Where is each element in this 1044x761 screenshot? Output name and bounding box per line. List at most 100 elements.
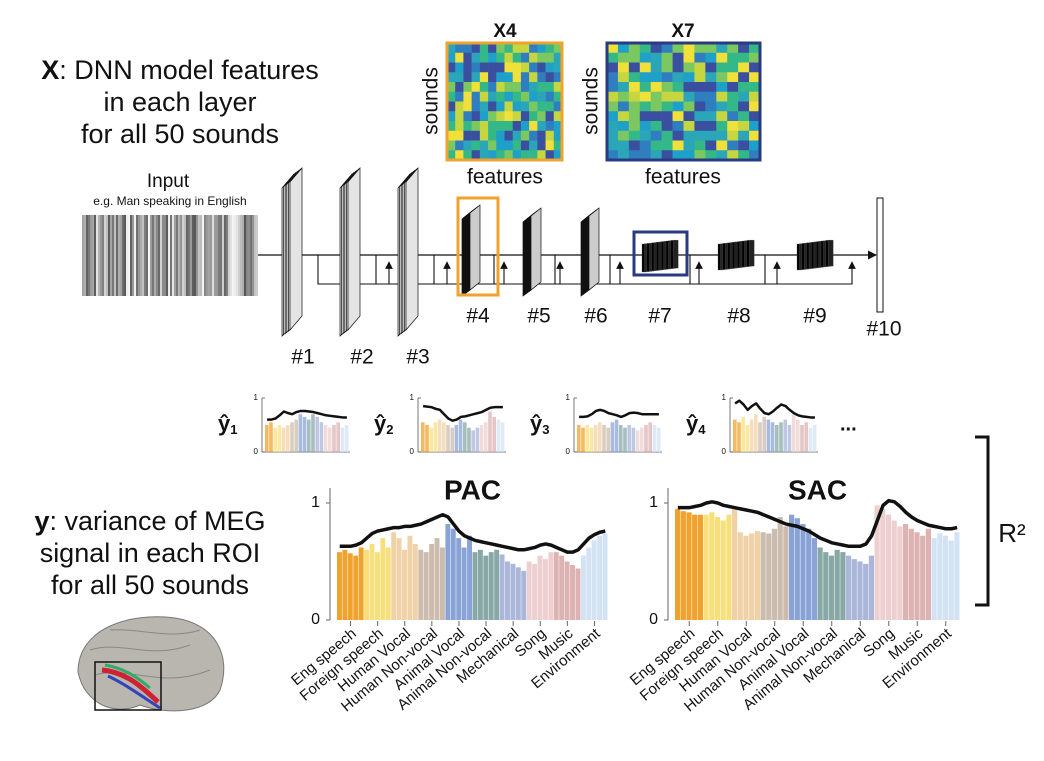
heatmap-cell xyxy=(749,130,761,141)
subscript: 4 xyxy=(698,422,706,437)
heatmap-cell xyxy=(447,52,456,63)
heatmap-cell xyxy=(463,91,472,102)
heatmap-cell xyxy=(545,101,555,112)
spectrogram-stripe xyxy=(188,215,190,296)
heatmap-cell xyxy=(738,130,750,141)
heatmap-cell xyxy=(705,43,717,54)
heatmap-cell xyxy=(463,62,472,73)
heatmap-cell xyxy=(607,140,619,151)
bar xyxy=(484,422,488,452)
bar xyxy=(623,427,627,452)
heatmap-cell xyxy=(504,52,514,63)
spectrogram-stripe xyxy=(202,215,204,296)
y-tick-label: 0 xyxy=(722,447,727,456)
heatmap-cell xyxy=(447,140,456,151)
spectrogram-stripe xyxy=(232,215,234,296)
bar xyxy=(542,559,548,620)
layer-slab xyxy=(673,239,679,269)
heatmap-cell xyxy=(749,72,761,83)
spectrogram-stripe xyxy=(180,215,182,296)
highlight-box xyxy=(632,230,689,277)
spectrogram-stripe xyxy=(98,215,100,296)
spectrogram-stripe xyxy=(168,215,170,296)
heatmap-cell xyxy=(683,130,695,141)
heatmap-cell xyxy=(504,150,514,161)
heatmap-cell xyxy=(705,150,717,161)
bar xyxy=(656,427,661,452)
spectrogram-stripe xyxy=(102,215,104,296)
heatmap-cell xyxy=(463,52,472,63)
symbol: X xyxy=(41,55,59,85)
spectrogram-stripe xyxy=(242,215,244,296)
bar xyxy=(766,419,771,452)
layer-label: #5 xyxy=(527,305,550,328)
heatmap-cell xyxy=(628,121,641,132)
heatmap-cell xyxy=(727,72,739,83)
spectrogram-stripe xyxy=(136,215,138,296)
heatmap-cell xyxy=(749,111,761,122)
bar xyxy=(737,532,743,620)
meg-text: for all 50 sounds xyxy=(51,570,249,600)
heatmap-cell xyxy=(520,140,530,151)
prediction-curve xyxy=(734,399,815,419)
spectrogram-stripe xyxy=(236,215,238,296)
heatmap-cell xyxy=(455,121,464,132)
heatmap-cell xyxy=(529,140,538,151)
bar xyxy=(598,422,602,452)
heatmap-cell xyxy=(683,82,695,93)
meg-text: y: variance of MEG xyxy=(34,506,265,536)
spectrogram-stripe xyxy=(126,215,128,296)
spectrogram-stripe xyxy=(142,215,144,296)
heatmap-cell xyxy=(617,91,630,102)
bar xyxy=(570,565,575,620)
skip-arrow xyxy=(764,255,856,285)
heatmap-cell xyxy=(617,52,630,63)
heatmap-cell xyxy=(617,140,630,151)
bar xyxy=(745,425,750,452)
bar xyxy=(720,520,726,620)
heatmap-cell xyxy=(488,43,497,54)
spectrogram-stripe xyxy=(92,215,94,296)
heatmap-cell xyxy=(520,72,530,83)
heatmap-cell xyxy=(520,52,530,63)
dnn-text: X: DNN model features xyxy=(41,55,319,85)
heatmap-cell xyxy=(694,121,706,132)
bar xyxy=(458,419,463,452)
heatmap-cell xyxy=(672,43,684,54)
heatmap-cell xyxy=(650,121,662,132)
heatmap-cell xyxy=(705,111,717,122)
heatmap-cell xyxy=(727,101,739,112)
heatmap-cell xyxy=(537,101,546,112)
spectrogram-stripe xyxy=(154,215,156,296)
heatmap-cell xyxy=(650,140,662,151)
heatmap-border xyxy=(605,41,762,162)
heatmap-cell xyxy=(455,130,464,141)
heatmap-cell xyxy=(661,111,673,122)
bar xyxy=(463,422,467,452)
bar xyxy=(794,518,800,620)
map-ylabel: sounds xyxy=(580,67,603,135)
heatmap-cell xyxy=(447,111,456,122)
spectrogram-stripe xyxy=(94,215,96,296)
spectrogram-stripe xyxy=(192,215,194,296)
brain-shape xyxy=(77,616,225,712)
spectrogram-stripe xyxy=(90,215,92,296)
bar xyxy=(834,549,840,620)
heatmap-cell xyxy=(661,82,673,93)
spectrogram-stripe xyxy=(246,215,248,296)
bar xyxy=(779,422,783,452)
bar xyxy=(868,555,874,620)
heatmap-cell xyxy=(617,62,630,73)
roi-box xyxy=(94,661,162,711)
bar xyxy=(385,547,391,620)
heatmap-cell xyxy=(727,91,739,102)
heatmap-cell xyxy=(479,52,489,63)
spectrogram-stripe xyxy=(184,215,186,296)
spectrogram-stripe xyxy=(226,215,228,296)
heatmap-cell xyxy=(479,101,489,112)
bar xyxy=(937,533,943,620)
heatmap-cell xyxy=(749,91,761,102)
heatmap-cell xyxy=(694,52,706,63)
heatmap-cell xyxy=(488,150,497,161)
roi xyxy=(104,663,151,690)
